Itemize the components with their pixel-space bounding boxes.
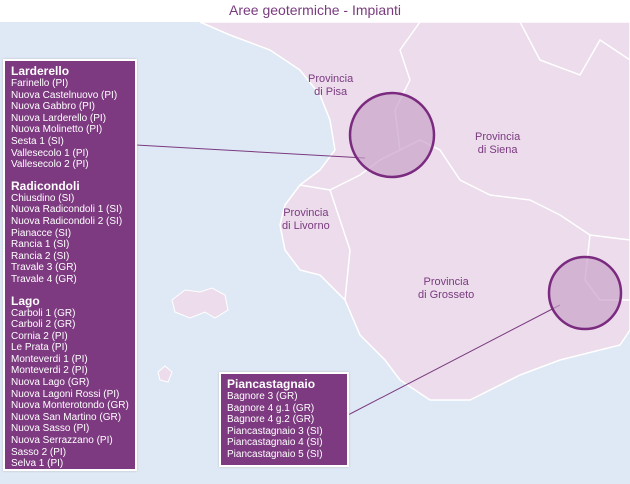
plant-item: Bagnore 3 (GR) <box>227 391 298 402</box>
plant-item: Monteverdi 2 (PI) <box>11 365 88 377</box>
island-elba <box>171 287 229 319</box>
mainland <box>199 22 630 401</box>
plant-item: Nuova Sasso (PI) <box>11 423 90 435</box>
plant-item: Sesta 1 (SI) <box>11 135 64 147</box>
plant-item: Carboli 2 (GR) <box>11 319 76 331</box>
group-title: Lago <box>11 293 40 308</box>
plant-item: Travale 4 (GR) <box>11 273 77 285</box>
plant-item: Pianacce (SI) <box>11 227 72 239</box>
plant-item: Chiusdino (SI) <box>11 192 75 204</box>
plant-item: Nuova Radicondoli 1 (SI) <box>11 204 123 216</box>
group-items: Chiusdino (SI) Nuova Radicondoli 1 (SI) Nu… <box>11 193 129 286</box>
plant-item: Nuova Radicondoli 2 (SI) <box>11 215 123 227</box>
connector-line-piancastagnaio <box>347 304 561 416</box>
label-line: Provincia <box>423 276 469 288</box>
group-title: Radicondoli <box>11 178 80 193</box>
plant-item: Travale 3 (GR) <box>11 262 77 274</box>
plant-item: Nuova San Martino (GR) <box>11 411 122 423</box>
area-circle-piancastagnaio <box>547 255 623 331</box>
plant-item: Farinello (PI) <box>11 78 69 89</box>
group-items: Bagnore 3 (GR) Bagnore 4 g.1 (GR) Bagnore … <box>227 391 341 461</box>
plant-item: Vallesecolo 1 (PI) <box>11 147 89 159</box>
group-items: Carboli 1 (GR) Carboli 2 (GR) Cornia 2 (PI… <box>11 308 129 470</box>
label-line: Provincia <box>475 131 521 143</box>
plant-item: Nuova Gabbro (PI) <box>11 101 95 113</box>
label-line: di Livorno <box>282 220 330 232</box>
plant-item: Nuova Larderello (PI) <box>11 112 107 124</box>
area-circle-larderello <box>348 91 436 179</box>
plant-item: Rancia 1 (SI) <box>11 239 70 251</box>
plant-item: Selva 1 (PI) <box>11 458 64 470</box>
map-title: Aree geotermiche - Impianti <box>229 2 401 18</box>
island-small <box>157 365 173 383</box>
plant-item: Bagnore 4 g.2 (GR) <box>227 414 315 426</box>
connector-line-larderello <box>135 144 366 159</box>
label-provincia-grosseto: Provincia di Grosseto <box>418 276 474 302</box>
plant-item: Carboli 1 (GR) <box>11 307 76 319</box>
plant-item: Nuova Castelnuovo (PI) <box>11 89 118 101</box>
group-lago: Lago Carboli 1 (GR) Carboli 2 (GR) Cornia … <box>11 294 129 470</box>
plant-item: Nuova Molinetto (PI) <box>11 124 103 136</box>
plant-item: Bagnore 4 g.1 (GR) <box>227 402 315 414</box>
plant-item: Sasso 2 (PI) <box>11 446 67 458</box>
label-provincia-pisa: Provincia di Pisa <box>308 73 353 99</box>
plant-item: Nuova Lagoni Rossi (PI) <box>11 388 120 400</box>
plant-item: Le Prata (PI) <box>11 342 68 354</box>
label-line: di Grosseto <box>418 289 475 301</box>
group-title: Piancastagnaio <box>227 377 316 391</box>
label-provincia-livorno: Provincia di Livorno <box>282 207 330 233</box>
group-title: Larderello <box>11 64 70 78</box>
plant-item: Monteverdi 1 (PI) <box>11 353 88 365</box>
plant-item: Piancastagnaio 4 (SI) <box>227 437 323 449</box>
group-larderello: Larderello Farinello (PI) Nuova Castelnuo… <box>11 64 129 171</box>
label-line: di Pisa <box>314 86 348 98</box>
plant-item: Piancastagnaio 3 (SI) <box>227 425 323 437</box>
plant-item: Nuova Lago (GR) <box>11 377 90 389</box>
label-line: Provincia <box>308 73 354 85</box>
label-line: Provincia <box>283 207 329 219</box>
label-line: di Siena <box>477 144 518 156</box>
plants-panel-piancastagnaio: Piancastagnaio Bagnore 3 (GR) Bagnore 4 g… <box>219 372 349 467</box>
plant-item: Piancastagnaio 5 (SI) <box>227 448 323 460</box>
plant-item: Cornia 2 (PI) <box>11 330 68 342</box>
plants-panel-left: Larderello Farinello (PI) Nuova Castelnuo… <box>3 59 137 471</box>
group-radicondoli: Radicondoli Chiusdino (SI) Nuova Radicond… <box>11 179 129 286</box>
plant-item: Rancia 2 (SI) <box>11 250 70 262</box>
group-items: Farinello (PI) Nuova Castelnuovo (PI) Nuov… <box>11 78 129 171</box>
plant-item: Vallesecolo 2 (PI) <box>11 159 89 171</box>
plant-item: Nuova Serrazzano (PI) <box>11 435 113 447</box>
plant-item: Nuova Monterotondo (GR) <box>11 400 129 412</box>
label-provincia-siena: Provincia di Siena <box>475 131 520 157</box>
